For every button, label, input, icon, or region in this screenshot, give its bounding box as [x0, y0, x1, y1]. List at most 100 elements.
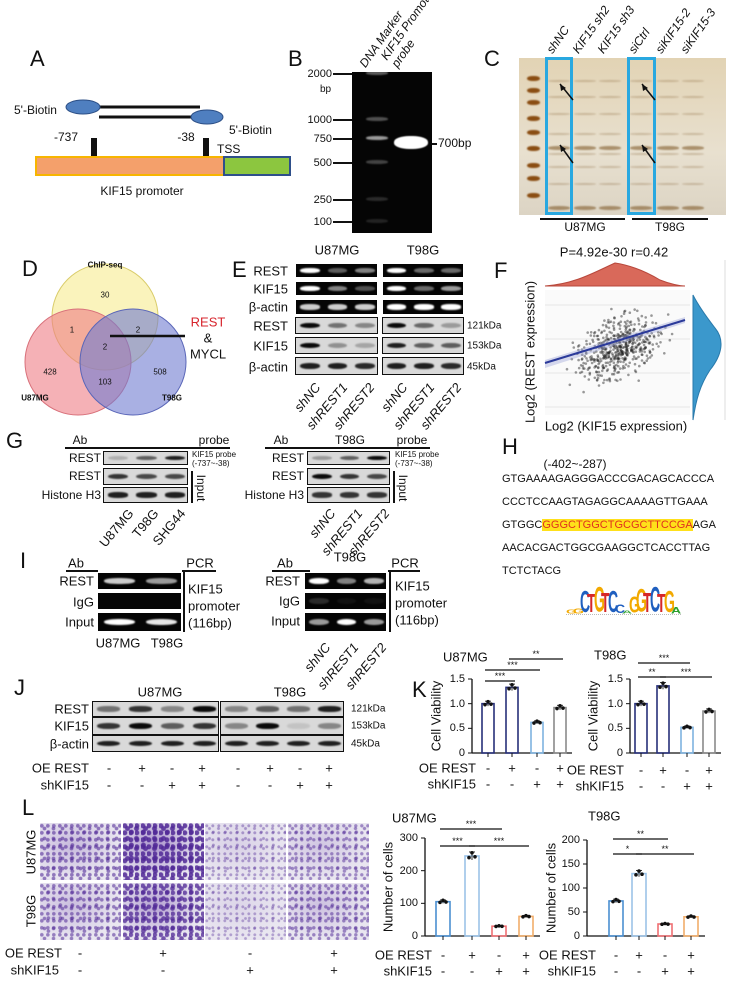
protein-band: [599, 146, 621, 150]
scatter-point: [619, 334, 623, 338]
scatter-point: [583, 367, 586, 370]
scatter-point: [602, 350, 605, 354]
scatter-point: [571, 341, 575, 344]
band: [355, 268, 376, 273]
e-blot-t98g: [382, 263, 464, 278]
data-point: [634, 873, 638, 877]
venn-count-t98-only: 508: [153, 367, 167, 377]
scatter-point: [582, 390, 585, 394]
scatter-point: [666, 313, 670, 316]
scatter-point: [637, 379, 640, 382]
j-blot-t98g: [220, 717, 344, 735]
scatter-point: [613, 337, 616, 341]
scatter-point: [657, 345, 660, 348]
group-line-t98g: [632, 218, 708, 220]
scatter-point: [648, 335, 652, 338]
scatter-point: [608, 379, 612, 383]
y-axis-label: Cell Viability: [428, 680, 444, 752]
scatter-point: [640, 314, 644, 318]
panel-label-f: F: [494, 258, 508, 283]
scatter-point: [644, 324, 647, 327]
scatter-point: [593, 376, 597, 380]
scatter-point: [590, 361, 594, 365]
scatter-point: [618, 344, 621, 347]
scatter-point: [601, 353, 605, 356]
scatter-point: [643, 361, 646, 365]
scatter-point: [599, 359, 603, 363]
scatter-point: [621, 351, 625, 355]
j-condition-sign: -: [235, 777, 241, 793]
panel-label-e: E: [232, 257, 247, 282]
scatter-point: [613, 364, 616, 368]
i-gel-left: [97, 592, 182, 610]
logo-letter: G: [566, 608, 577, 615]
scatter-point: [600, 331, 603, 335]
data-point: [558, 703, 562, 708]
band: [386, 304, 407, 310]
scatter-point: [624, 334, 628, 338]
scatter-point: [619, 345, 622, 349]
j-row-label: REST: [54, 701, 89, 717]
j-condition-sign: +: [296, 777, 304, 793]
scatter-point: [634, 357, 637, 360]
scatter-point: [565, 367, 569, 371]
scatter-plot: [544, 260, 726, 421]
band: [146, 618, 178, 626]
band: [367, 492, 388, 498]
scatter-point: [651, 321, 654, 324]
condition-sign: +: [705, 778, 713, 794]
protein-band: [548, 113, 570, 115]
band: [441, 304, 462, 310]
condition-label: shKIF15: [575, 778, 624, 794]
scatter-point: [596, 355, 600, 359]
scatter-point: [588, 342, 592, 346]
data-point: [470, 850, 474, 855]
scatter-point: [618, 344, 621, 348]
significance-label: ***: [658, 653, 670, 663]
y-tick-label: 100: [561, 882, 580, 894]
scatter-point: [591, 340, 595, 344]
scatter-point: [614, 378, 617, 382]
scatter-point: [627, 341, 631, 344]
protein-band: [682, 153, 704, 155]
highlight-box: [627, 57, 656, 215]
scatter-point: [639, 346, 643, 349]
scatter-point: [605, 353, 608, 357]
bar: [634, 702, 648, 754]
scatter-point: [646, 357, 650, 360]
position-label-right: -38: [177, 130, 195, 144]
scatter-point: [621, 340, 625, 343]
significance-label: ***: [452, 836, 463, 846]
condition-sign: +: [687, 947, 695, 963]
scatter-point: [602, 356, 606, 359]
scatter-point: [582, 361, 585, 365]
band: [386, 322, 407, 329]
scatter-point: [644, 321, 648, 324]
scatter-point: [616, 349, 620, 352]
l-row-label-t98g: T98G: [23, 894, 39, 928]
protein-band: [630, 80, 652, 82]
scatter-point: [603, 329, 606, 333]
i-gel-right: [304, 572, 387, 590]
biotin-bead-right: [190, 109, 224, 125]
scatter-point: [614, 344, 618, 347]
protein-band: [657, 153, 679, 155]
data-point: [689, 914, 693, 918]
scatter-point: [627, 339, 631, 342]
g-probe-note: (-737~-38): [395, 459, 433, 468]
scatter-point: [652, 335, 656, 339]
band: [386, 286, 407, 291]
protein-band: [574, 153, 596, 155]
protein-band: [599, 80, 621, 82]
scatter-point: [634, 346, 638, 350]
scatter-point: [618, 341, 622, 344]
protein-band: [548, 133, 570, 135]
i-row-label: REST: [59, 573, 94, 589]
scatter-point: [643, 325, 646, 329]
scatter-point: [620, 351, 624, 354]
rest-binding-motif: GGGCTGGCTGCGCTTCCGA: [542, 519, 693, 531]
scatter-point: [635, 345, 639, 349]
scatter-point: [617, 351, 621, 354]
bar: [631, 872, 647, 937]
data-point: [555, 706, 559, 711]
